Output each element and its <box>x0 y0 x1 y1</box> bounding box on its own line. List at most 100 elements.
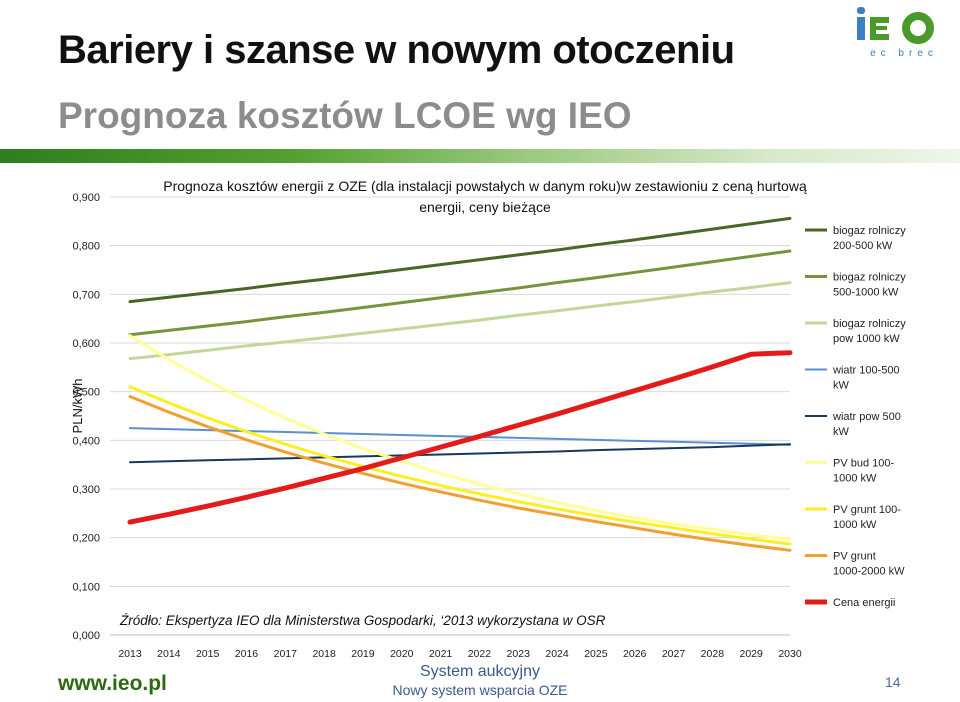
x-tick-label: 2013 <box>118 648 142 660</box>
data-point <box>517 314 519 316</box>
data-point <box>634 448 636 450</box>
legend-label: biogaz rolniczy <box>833 225 906 237</box>
data-point <box>284 283 286 285</box>
data-point <box>362 455 364 457</box>
data-point <box>478 259 481 261</box>
data-point <box>556 450 558 453</box>
series-line <box>128 334 792 541</box>
x-tick-label: 2023 <box>507 648 531 660</box>
data-point <box>362 273 364 275</box>
data-point <box>439 264 442 266</box>
data-point <box>556 508 558 510</box>
data-point <box>595 515 597 517</box>
data-point <box>595 401 597 403</box>
data-point <box>478 483 481 485</box>
data-point <box>362 472 364 475</box>
x-tick-label: 2020 <box>390 648 414 660</box>
data-point <box>789 250 791 252</box>
y-tick-label: 0,700 <box>72 289 100 301</box>
data-point <box>401 475 403 477</box>
data-point <box>556 249 558 251</box>
chart-title: Prognoza kosztów energii z OZE (dla inst… <box>163 178 807 194</box>
x-tick-label: 2022 <box>468 648 492 660</box>
data-point <box>672 533 675 535</box>
header-band <box>0 149 960 163</box>
x-tick-label: 2024 <box>545 648 569 660</box>
footer-url[interactable]: www.ieo.pl <box>58 672 167 695</box>
data-point <box>478 493 481 495</box>
legend-label: kW <box>833 380 850 392</box>
data-point <box>362 332 364 334</box>
data-point <box>634 301 636 303</box>
data-point <box>789 538 791 540</box>
data-point <box>750 544 752 547</box>
data-point <box>517 501 519 503</box>
data-point <box>711 539 713 541</box>
data-point <box>207 505 209 507</box>
y-axis-label: PLN/kWh <box>70 379 85 434</box>
data-point <box>245 287 248 290</box>
data-point <box>672 296 675 298</box>
data-point <box>168 358 170 361</box>
data-point <box>323 462 325 464</box>
data-point <box>517 493 519 495</box>
slide-subtitle: Prognoza kosztów LCOE wg IEO <box>58 95 632 136</box>
data-point <box>634 390 636 392</box>
legend-label: PV bud 100- <box>833 458 894 470</box>
data-point <box>129 335 131 337</box>
legend-label: Cena energii <box>833 597 895 609</box>
x-tick-label: 2015 <box>196 648 220 660</box>
data-point <box>517 507 519 509</box>
x-tick-label: 2029 <box>739 648 763 660</box>
data-point <box>207 426 209 428</box>
data-point <box>284 341 286 343</box>
series-line <box>128 385 792 546</box>
data-point <box>478 319 481 321</box>
slide-title: Bariery i szanse w nowym otoczeniu <box>58 28 735 72</box>
data-point <box>478 452 481 455</box>
legend-label: biogaz rolniczy <box>833 318 906 330</box>
data-point <box>129 521 131 523</box>
data-point <box>672 441 675 443</box>
data-point <box>129 301 131 303</box>
data-point <box>750 255 752 257</box>
data-point <box>595 521 597 523</box>
series-line <box>128 216 792 304</box>
legend-label: 1000-2000 kW <box>833 566 905 578</box>
data-point <box>672 523 675 525</box>
data-point <box>672 527 675 529</box>
data-point <box>323 337 325 339</box>
data-point <box>362 433 364 435</box>
series-line <box>127 350 793 525</box>
data-point <box>634 527 636 529</box>
legend-label: PV grunt <box>833 551 876 563</box>
data-point <box>789 543 791 545</box>
data-point <box>672 378 675 380</box>
data-point <box>711 228 713 230</box>
data-point <box>168 354 170 356</box>
data-point <box>750 445 752 447</box>
series-line <box>129 443 791 464</box>
data-point <box>168 460 170 462</box>
data-point <box>401 460 403 462</box>
data-point <box>556 413 558 415</box>
data-point <box>207 380 209 382</box>
series-line <box>128 249 792 337</box>
logo-e-icon <box>870 17 889 40</box>
data-point <box>284 417 286 419</box>
footer-line2: Nowy system wsparcia OZE <box>392 682 568 698</box>
data-point <box>323 278 325 280</box>
data-point <box>789 443 791 445</box>
data-point <box>439 484 442 487</box>
chart-annotation: Źródło: Ekspertyza IEO dla Ministerstwa … <box>119 613 606 628</box>
data-point <box>168 402 170 404</box>
data-point <box>439 435 442 437</box>
data-point <box>556 502 558 504</box>
data-point <box>556 514 558 516</box>
data-point <box>711 261 713 263</box>
legend-label: pow 1000 kW <box>833 333 900 345</box>
data-point <box>245 430 248 433</box>
legend-label: biogaz rolniczy <box>833 272 906 284</box>
data-point <box>168 296 170 298</box>
data-point <box>439 472 442 475</box>
